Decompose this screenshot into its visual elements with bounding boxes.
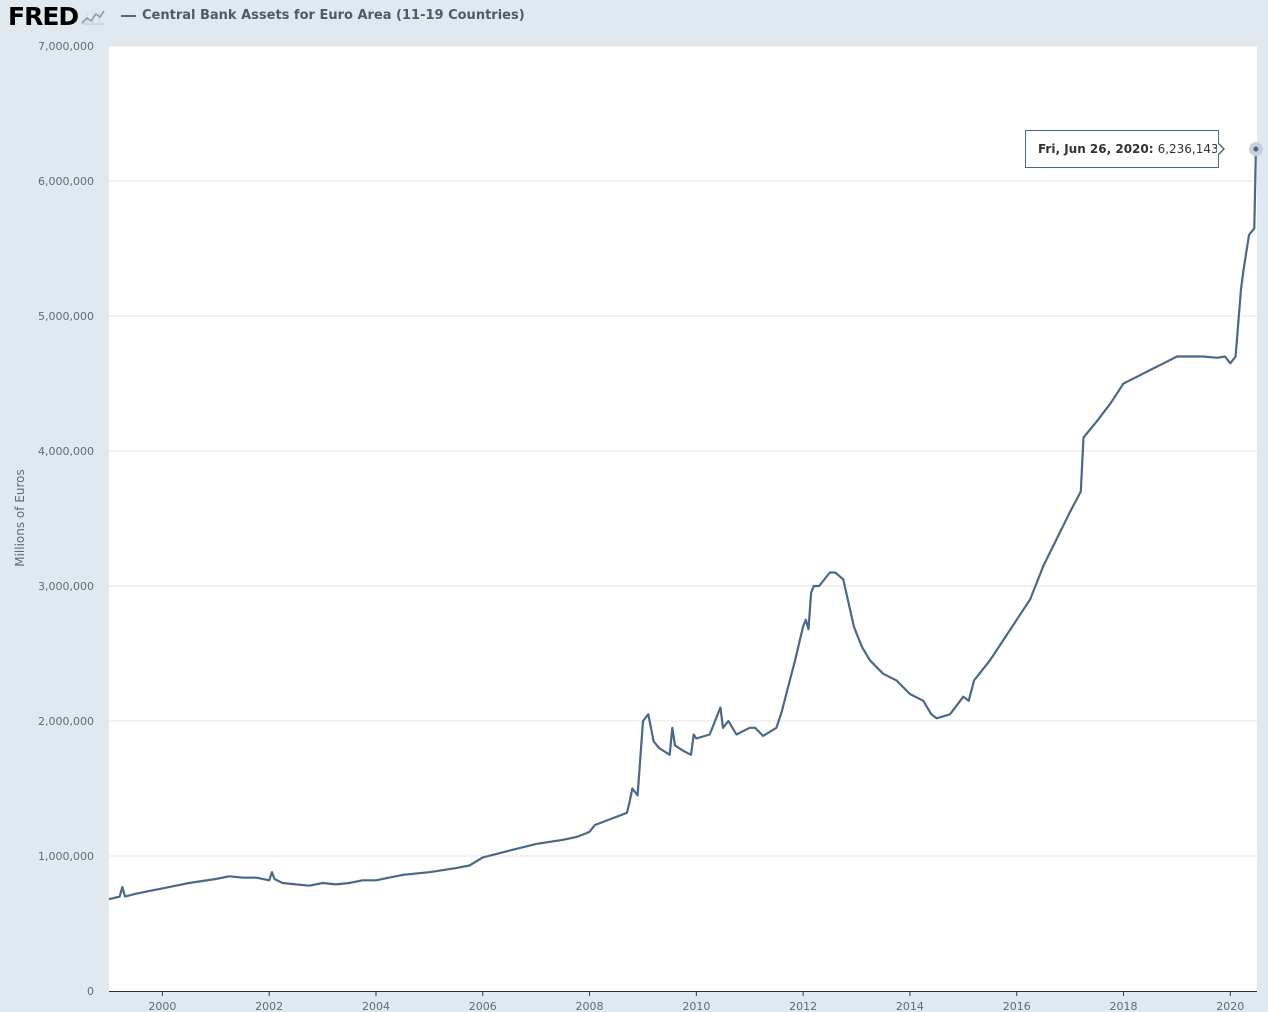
data-tooltip: Fri, Jun 26, 2020: 6,236,143: [1025, 130, 1219, 168]
x-tick-label: 2018: [1110, 1000, 1138, 1012]
tooltip-value: 6,236,143: [1157, 142, 1219, 156]
y-tick-label: 7,000,000: [38, 40, 94, 53]
y-tick-label: 1,000,000: [38, 850, 94, 863]
y-axis: 0 1,000,000 2,000,000 3,000,000 4,000,000 5,0…: [38, 40, 94, 998]
hover-point[interactable]: [1253, 146, 1259, 152]
y-tick-label: 2,000,000: [38, 715, 94, 728]
x-tick-label: 2010: [682, 1000, 710, 1012]
y-tick-label: 5,000,000: [38, 310, 94, 323]
trend-line-icon: [81, 7, 106, 28]
x-tick-label: 2006: [469, 1000, 497, 1012]
x-tick-label: 2016: [1003, 1000, 1031, 1012]
fred-logo[interactable]: FRED: [8, 1, 106, 31]
grid-lines: [109, 45, 1257, 857]
x-tick-label: 2000: [148, 1000, 176, 1012]
x-axis: 2000 2002 2004 2006 2008 2010 2012 2014 2016 2018…: [109, 991, 1257, 1012]
legend[interactable]: Central Bank Assets for Euro Area (11-19…: [121, 8, 525, 23]
tooltip-date: Fri, Jun 26, 2020:: [1038, 142, 1154, 156]
y-axis-title: Millions of Euros: [13, 469, 27, 567]
tooltip-arrow-inner: [1217, 143, 1223, 155]
x-tick-label: 2012: [789, 1000, 817, 1012]
plot-area: [109, 46, 1257, 991]
y-tick-label: 4,000,000: [38, 445, 94, 458]
x-tick-label: 2002: [255, 1000, 283, 1012]
y-tick-label: 3,000,000: [38, 580, 94, 593]
series-line[interactable]: [108, 149, 1257, 901]
y-tick-label: 6,000,000: [38, 175, 94, 188]
logo-text: FRED: [8, 1, 79, 31]
x-tick-label: 2004: [362, 1000, 390, 1012]
x-tick-label: 2020: [1216, 1000, 1244, 1012]
x-tick-label: 2008: [576, 1000, 604, 1012]
chart-header: FRED Central Bank Assets for Euro Area (…: [0, 0, 1268, 34]
legend-label: Central Bank Assets for Euro Area (11-19…: [142, 8, 525, 23]
legend-swatch: [121, 14, 136, 17]
y-tick-label: 0: [87, 985, 94, 998]
x-tick-label: 2014: [896, 1000, 924, 1012]
